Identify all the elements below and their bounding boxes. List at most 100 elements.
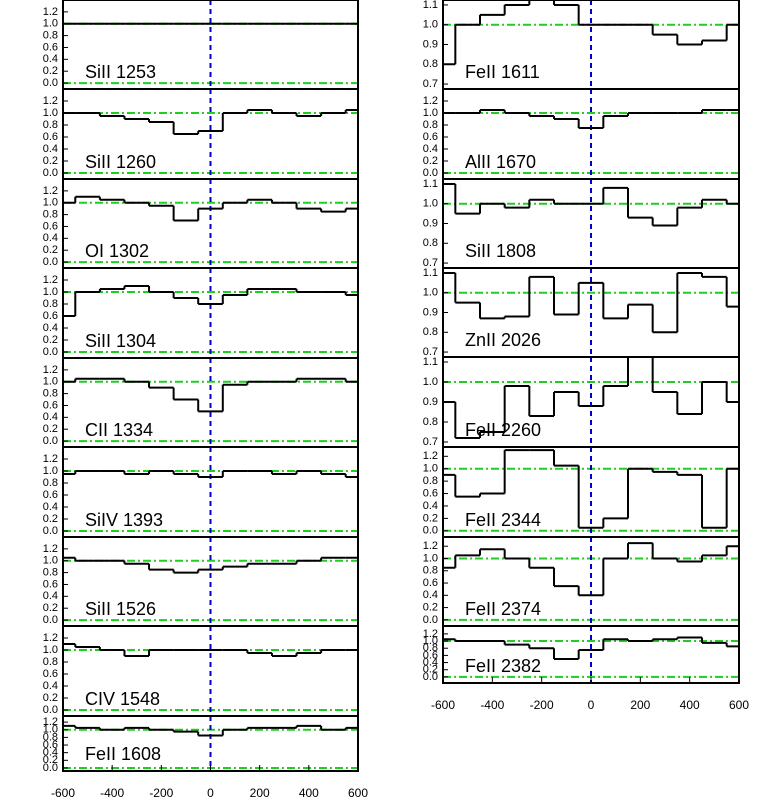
panel-label: SiIV 1393 [85,510,163,530]
y-tick-label: 0.4 [43,322,58,334]
y-tick-label: 0.8 [423,642,438,654]
y-tick-label: 1.0 [43,724,58,736]
y-tick-label: 0.8 [423,326,438,338]
y-tick-label: 0.8 [43,388,58,400]
panel-label: FeII 1611 [465,62,540,82]
y-tick-label: 1.2 [423,628,438,640]
panel-label: FeII 2260 [465,420,541,440]
y-tick-label: 0.7 [423,257,438,269]
panel-plot [443,447,739,537]
y-tick-label: 0.9 [423,306,438,318]
y-tick-label: 0.2 [43,692,58,704]
y-tick-label: 1.0 [43,18,58,30]
y-tick-label: 0.2 [43,244,58,256]
y-tick-label: 0.4 [43,411,58,423]
y-tick-label: 0.8 [423,475,438,487]
y-tick-label: 0.9 [423,396,438,408]
y-tick-label: 0.2 [423,155,438,167]
y-tick-label: 1.0 [43,465,58,477]
panel-plot [443,626,739,683]
panel-plot [443,268,739,357]
y-tick-label: 1.0 [43,197,58,209]
y-tick-label: 0.0 [43,435,58,447]
panel-label: CIV 1548 [85,689,160,709]
y-tick-label: 0.4 [423,656,438,668]
panel-label: AlII 1670 [465,152,536,172]
y-tick-label: 1.2 [43,364,58,376]
y-tick-label: 1.2 [43,543,58,555]
y-tick-label: 0.2 [43,513,58,525]
panel-plot [63,268,358,358]
panel-plot [63,716,358,771]
y-tick-label: 0.8 [423,237,438,249]
panel-plot [443,179,739,268]
y-tick-label: 0.0 [43,346,58,358]
y-tick-label: 0.4 [43,590,58,602]
y-tick-label: 1.0 [423,107,438,119]
y-tick-label: 0.0 [43,762,58,774]
y-tick-label: 0.0 [423,525,438,537]
x-tick-label: -400 [100,786,124,800]
panel-plot [63,626,358,716]
panel-label: ZnII 2026 [465,330,541,350]
panel-plot [443,89,739,179]
panel-plot [63,0,358,89]
y-tick-label: 1.0 [423,287,438,299]
x-tick-label: -200 [149,786,173,800]
y-tick-label: 1.0 [423,463,438,475]
panel-label: FeII 2344 [465,510,541,530]
x-tick-label: -400 [480,698,504,712]
y-tick-label: 0.6 [423,577,438,589]
y-tick-label: 1.2 [43,95,58,107]
y-tick-label: 0.2 [423,664,438,676]
y-tick-label: 0.7 [423,78,438,90]
y-tick-label: 0.0 [423,671,438,683]
y-tick-label: 1.0 [423,376,438,388]
y-tick-label: 0.2 [423,601,438,613]
y-tick-label: 0.0 [43,256,58,268]
y-tick-label: 0.8 [423,58,438,70]
y-tick-label: 1.1 [423,356,438,368]
y-tick-label: 0.0 [43,614,58,626]
panel-label: FeII 1608 [85,744,161,764]
panel-label: SiII 1304 [85,331,156,351]
x-tick-label: 400 [680,698,700,712]
panel-label: CII 1334 [85,420,153,440]
y-tick-label: 0.0 [43,77,58,89]
panel-plot [63,89,358,179]
panel-label: SiII 1253 [85,62,156,82]
y-tick-label: 0.8 [423,565,438,577]
y-tick-label: 0.4 [43,680,58,692]
x-tick-label: -600 [51,786,75,800]
y-tick-label: 0.4 [43,232,58,244]
y-tick-label: 0.8 [43,731,58,743]
y-tick-label: 1.0 [423,19,438,31]
panel-label: SiII 1526 [85,599,156,619]
y-tick-label: 1.0 [43,555,58,567]
panel-plot [63,537,358,626]
y-tick-label: 0.2 [43,155,58,167]
y-tick-label: 0.9 [423,217,438,229]
y-tick-label: 0.2 [423,512,438,524]
y-tick-label: 0.8 [43,477,58,489]
y-tick-label: 1.2 [423,450,438,462]
y-tick-label: 0.0 [43,525,58,537]
y-tick-label: 0.8 [423,119,438,131]
x-tick-label: 200 [250,786,270,800]
y-tick-label: 0.6 [43,399,58,411]
y-tick-label: 0.0 [43,704,58,716]
y-tick-label: 1.2 [43,6,58,18]
y-tick-label: 1.0 [43,107,58,119]
panel-plot [443,0,739,89]
y-tick-label: 0.2 [43,754,58,766]
y-tick-label: 1.2 [43,716,58,728]
y-tick-label: 0.6 [423,487,438,499]
y-tick-label: 0.2 [43,334,58,346]
y-tick-label: 0.8 [423,416,438,428]
y-tick-label: 1.2 [423,95,438,107]
y-tick-label: 0.2 [43,423,58,435]
y-tick-label: 0.7 [423,436,438,448]
y-tick-label: 1.1 [423,178,438,190]
y-tick-label: 0.6 [43,220,58,232]
